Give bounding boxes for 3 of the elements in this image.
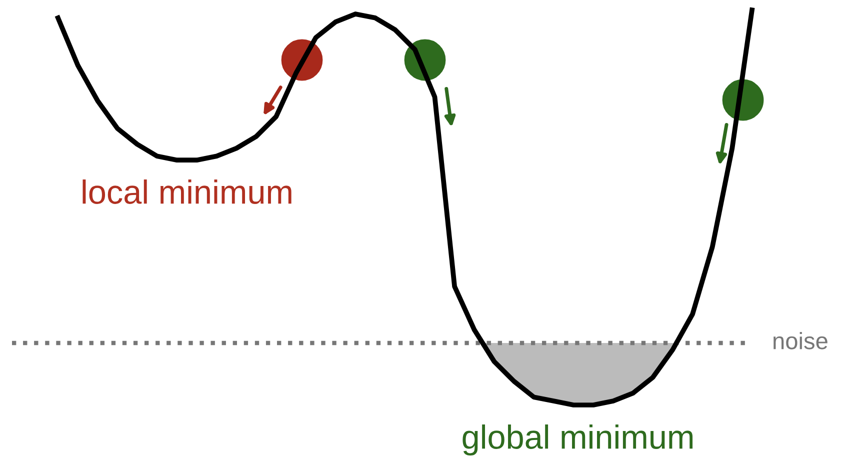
annotation: local minimum — [82, 179, 292, 204]
text: global minimum — [462, 424, 693, 456]
ref-line-label: noise — [774, 332, 828, 350]
